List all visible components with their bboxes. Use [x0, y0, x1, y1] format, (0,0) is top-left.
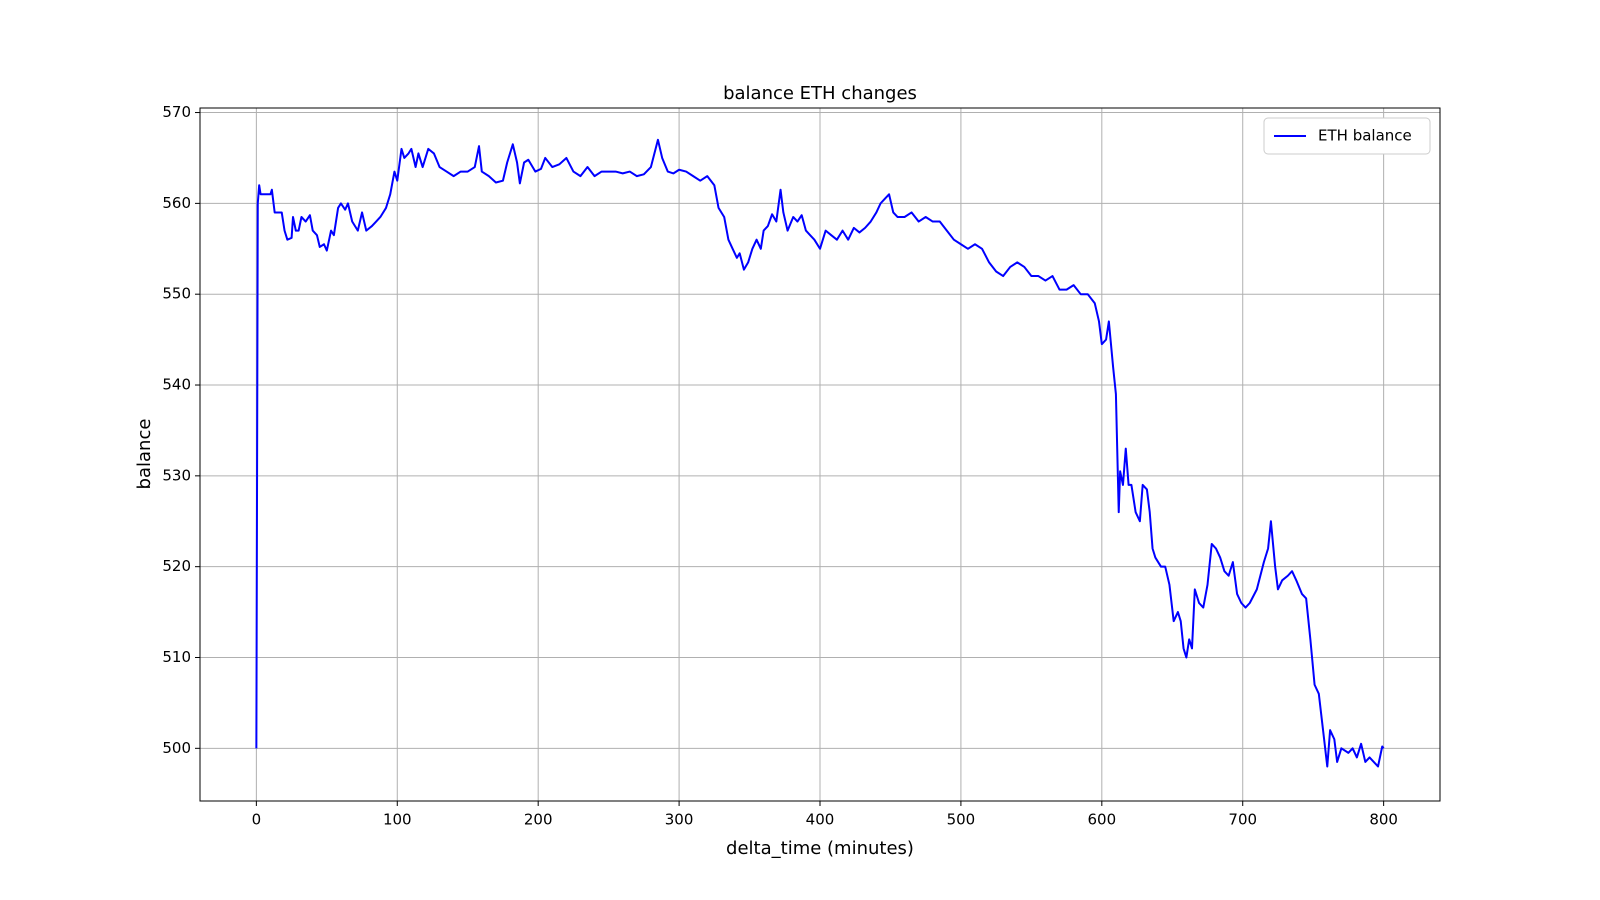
- y-tick-label: 570: [162, 103, 191, 121]
- x-axis-label: delta_time (minutes): [726, 838, 914, 859]
- legend-box: [1263, 117, 1431, 155]
- x-tick-label: 100: [383, 811, 412, 829]
- y-tick-label: 520: [162, 557, 191, 575]
- x-tick-label: 700: [1228, 811, 1257, 829]
- plot-frame: [199, 107, 1441, 802]
- y-tick-label: 540: [162, 376, 191, 394]
- x-tick-label: 0: [252, 811, 262, 829]
- chart-title: balance ETH changes: [723, 83, 917, 104]
- x-tick-label: 500: [947, 811, 976, 829]
- x-tick-label: 200: [524, 811, 553, 829]
- data-line: [255, 138, 1385, 768]
- x-tick-label: 800: [1369, 811, 1398, 829]
- y-axis-label: balance: [134, 419, 155, 490]
- y-tick-label: 510: [162, 648, 191, 666]
- x-tick-label: 600: [1087, 811, 1116, 829]
- y-tick-label: 530: [162, 466, 191, 484]
- legend-label: ETH balance: [1318, 127, 1412, 145]
- x-tick-label: 300: [665, 811, 694, 829]
- y-tick-label: 500: [162, 739, 191, 757]
- x-tick-label: 400: [806, 811, 835, 829]
- y-tick-label: 560: [162, 194, 191, 212]
- y-tick-label: 550: [162, 285, 191, 303]
